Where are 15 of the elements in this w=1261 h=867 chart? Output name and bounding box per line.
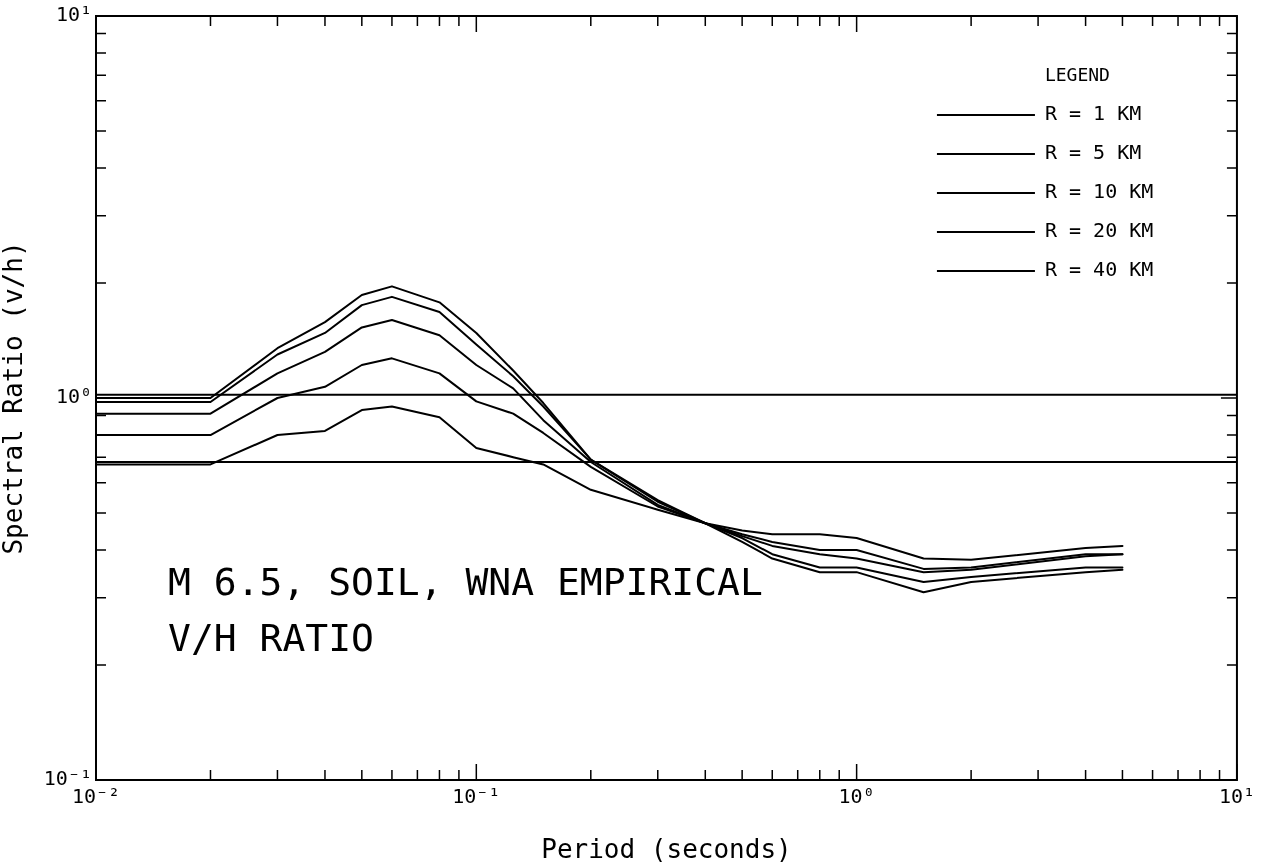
- x-axis-title: Period (seconds): [541, 834, 792, 865]
- x-tick-label: 10⁰: [838, 784, 875, 809]
- x-tick-label: 10¹: [1218, 784, 1255, 809]
- x-tick-label: 10⁻²: [71, 784, 121, 809]
- legend-label: R = 40 KM: [1044, 257, 1154, 282]
- legend-label: R = 5 KM: [1044, 140, 1142, 165]
- x-tick-label: 10⁻¹: [452, 784, 501, 809]
- annotation: M 6.5, SOIL, WNA EMPIRICAL V/H RATIO: [168, 560, 763, 660]
- y-tick-label: 10¹: [55, 2, 92, 27]
- legend-label: R = 10 KM: [1044, 179, 1154, 204]
- y-axis-title: Spectral Ratio (v/h): [0, 241, 29, 555]
- y-tick-label: 10⁰: [55, 384, 92, 409]
- legend-label: R = 1 KM: [1044, 101, 1142, 126]
- legend-label: R = 20 KM: [1044, 218, 1154, 243]
- legend-title: LEGEND: [1044, 63, 1110, 85]
